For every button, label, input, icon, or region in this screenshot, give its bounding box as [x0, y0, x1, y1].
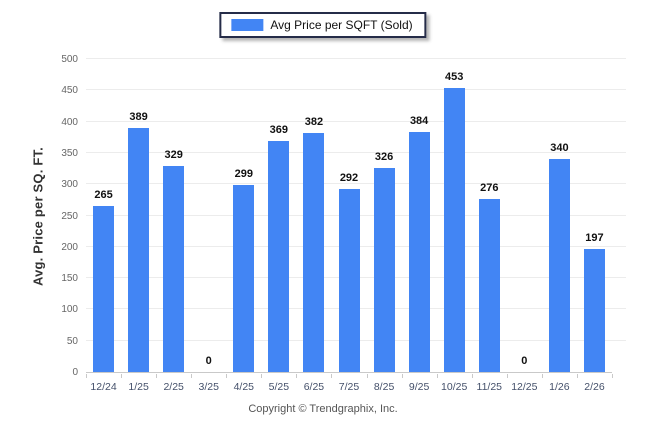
x-axis-tickmark: [612, 374, 613, 378]
x-axis-tickmark: [191, 374, 193, 378]
legend: Avg Price per SQFT (Sold): [219, 12, 427, 38]
x-axis-tickmark: [226, 374, 228, 378]
bar-value-label: 384: [409, 115, 429, 127]
x-axis-tickmark: [541, 374, 543, 378]
bar-value-label: 453: [445, 71, 464, 83]
bar-value-label: 265: [94, 189, 113, 201]
x-axis-tick-label: 5/25: [268, 381, 290, 393]
gridline: [86, 58, 626, 59]
bar-9-25: [408, 132, 430, 372]
y-axis-tick-label: 250: [61, 210, 78, 222]
bar-value-label: 340: [550, 142, 569, 154]
plot-area: 265 389 329 0 299 369 382 292 326 384 453 276 0 340 19…: [86, 58, 626, 373]
gridline: [86, 183, 626, 185]
bar-value-label: 389: [129, 111, 148, 123]
bar-value-label: 329: [164, 149, 183, 161]
y-axis-tick-label: 50: [66, 335, 78, 347]
bar-value-label: 197: [585, 232, 604, 244]
bar-2-25: [163, 166, 185, 372]
gridline: [86, 89, 626, 91]
x-axis-tick-label: 6/25: [303, 381, 325, 393]
x-axis-tickmark: [296, 374, 298, 378]
bar-value-label: 276: [480, 182, 499, 194]
bar-value-label: 0: [521, 355, 528, 367]
y-axis-tick-label: 150: [61, 273, 78, 285]
y-axis-tick-label: 400: [61, 116, 78, 128]
bar-8-25: [373, 168, 395, 372]
y-axis-tick-label: 300: [61, 179, 78, 191]
x-axis-tick-label: 1/25: [128, 381, 149, 393]
x-axis-tick-label: 8/25: [373, 381, 395, 393]
bar-1-26: [548, 159, 570, 372]
y-axis-tick-label: 350: [61, 147, 78, 159]
bar-12-24: [93, 206, 115, 372]
x-axis-tick-label: 12/24: [90, 381, 117, 393]
x-axis-tick-label: 10/25: [441, 381, 468, 393]
bar-6-25: [303, 133, 325, 372]
bar-value-label: 382: [304, 116, 324, 128]
bar-10-25: [443, 88, 465, 372]
bar-value-label: 292: [339, 172, 359, 184]
bar-value-label: 369: [269, 124, 289, 136]
y-axis-tick-label: 450: [61, 85, 78, 97]
bar-1-25: [128, 128, 150, 372]
bar-value-label: 326: [374, 151, 394, 163]
bar-5-25: [268, 141, 290, 372]
y-axis-tick-label: 200: [61, 241, 78, 253]
x-axis-tickmark: [471, 374, 473, 378]
y-axis-tick-label: 500: [61, 54, 78, 65]
bar-2-26: [583, 249, 605, 372]
x-axis-tick-label: 1/26: [549, 381, 570, 393]
x-axis-tick-label: 12/25: [511, 381, 538, 393]
bar-value-label: 299: [234, 168, 253, 180]
x-axis-tickmark: [436, 374, 438, 378]
x-axis-tickmark: [121, 374, 123, 378]
bar-7-25: [338, 189, 360, 372]
y-axis-tick-label: 0: [72, 367, 78, 378]
x-axis-tick-label: 9/25: [408, 381, 430, 393]
x-axis-tickmark: [366, 374, 368, 378]
x-axis-tick-label: 3/25: [198, 381, 219, 393]
x-axis-tick-label: 7/25: [338, 381, 360, 393]
copyright-text: Copyright © Trendgraphix, Inc.: [248, 403, 398, 415]
gridline: [86, 120, 626, 122]
x-axis-tickmark: [576, 374, 578, 378]
x-axis-tickmark: [331, 374, 333, 378]
x-axis-tickmark: [156, 374, 158, 378]
bar-11-25: [478, 199, 500, 372]
bar-value-label: 0: [205, 355, 212, 367]
x-axis-tickmark: [261, 374, 263, 378]
legend-swatch-icon: [231, 19, 264, 31]
x-axis-tick-label: 2/25: [163, 381, 184, 393]
legend-label: Avg Price per SQFT (Sold): [270, 18, 413, 32]
x-axis-tick-label: 2/26: [584, 381, 605, 393]
gridline: [86, 151, 626, 153]
x-axis-tick-label: 4/25: [233, 381, 255, 393]
bar-4-25: [233, 185, 255, 372]
x-axis-tickmark: [86, 374, 87, 378]
y-axis-tick-label: 100: [61, 304, 78, 316]
x-axis-tickmark: [401, 374, 403, 378]
x-axis-tick-label: 11/25: [476, 381, 503, 393]
x-axis-tickmark: [506, 374, 508, 378]
